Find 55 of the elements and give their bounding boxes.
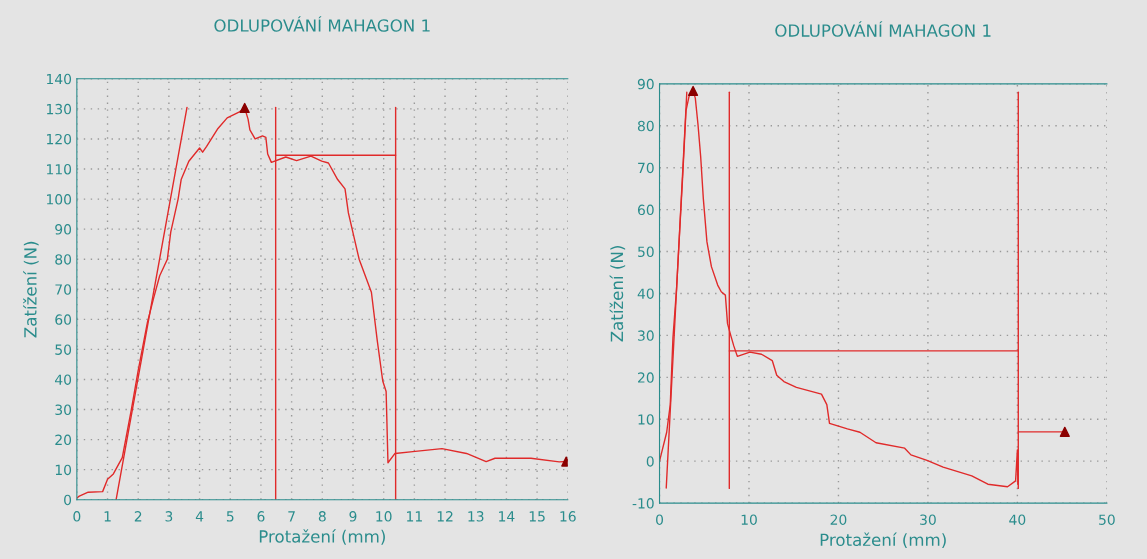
y-tick-label: 10 [55, 464, 72, 476]
y-tick-label: 140 [47, 73, 72, 85]
x-tick-label: 40 [1009, 514, 1026, 525]
x-axis-title: Protažení (mm) [259, 529, 385, 545]
y-tick-label: 70 [638, 162, 654, 174]
x-tick-label: 9 [349, 511, 357, 522]
y-tick-label: 50 [55, 344, 72, 355]
y-tick-label: 80 [637, 120, 654, 132]
y-tick-label: 110 [47, 163, 72, 175]
y-tick-label: 40 [637, 288, 654, 299]
x-tick-label: 1 [104, 511, 111, 522]
x-tick-label: 5 [226, 511, 234, 522]
y-tick-label: 70 [55, 284, 72, 295]
y-tick-label: 60 [637, 204, 654, 216]
x-tick-label: 14 [499, 511, 515, 522]
y-tick-label: 0 [646, 456, 654, 467]
x-tick-label: 12 [437, 511, 453, 522]
chart-title: ODLUPOVÁNÍ MAHAGON 1 [214, 16, 430, 32]
y-tick-label: 60 [55, 314, 72, 325]
x-tick-label: 30 [920, 514, 936, 525]
x-tick-label: 8 [318, 511, 326, 522]
y-tick-label: 30 [55, 404, 72, 416]
x-tick-label: 13 [468, 511, 484, 522]
y-tick-label: 0 [64, 494, 72, 506]
x-tick-label: 2 [134, 511, 142, 522]
y-tick-label: 130 [47, 103, 72, 115]
y-tick-label: 30 [638, 330, 654, 341]
x-tick-label: 16 [560, 511, 576, 522]
y-tick-label: 40 [54, 374, 72, 385]
y-tick-label: 120 [47, 133, 72, 145]
x-tick-label: 4 [195, 511, 204, 522]
y-tick-label: 90 [55, 224, 72, 235]
x-tick-label: 0 [73, 511, 81, 522]
y-tick-label: 20 [638, 372, 654, 383]
x-tick-label: 6 [257, 511, 265, 522]
x-tick-label: 10 [741, 514, 757, 525]
x-tick-label: 0 [656, 514, 664, 525]
x-tick-label: 10 [376, 511, 392, 522]
x-axis-title: Protažení (mm) [820, 532, 946, 549]
x-tick-label: 15 [529, 511, 545, 522]
x-tick-label: 7 [288, 511, 295, 522]
y-tick-label: 50 [638, 246, 654, 258]
y-tick-label: 90 [637, 78, 654, 90]
y-tick-label: 100 [47, 194, 72, 205]
y-tick-label: 80 [55, 254, 72, 265]
y-tick-label: -10 [632, 498, 654, 509]
y-tick-label: 10 [638, 414, 654, 425]
x-tick-label: 3 [165, 511, 173, 522]
y-axis-title: Zatížení (N) [23, 241, 39, 338]
chart-title: ODLUPOVÁNÍ MAHAGON 1 [775, 21, 991, 37]
x-tick-label: 20 [830, 514, 847, 525]
y-axis-title: Zatížení (N) [609, 246, 626, 342]
y-tick-label: 20 [55, 434, 72, 446]
x-tick-label: 50 [1099, 514, 1115, 525]
x-tick-label: 11 [407, 511, 422, 522]
